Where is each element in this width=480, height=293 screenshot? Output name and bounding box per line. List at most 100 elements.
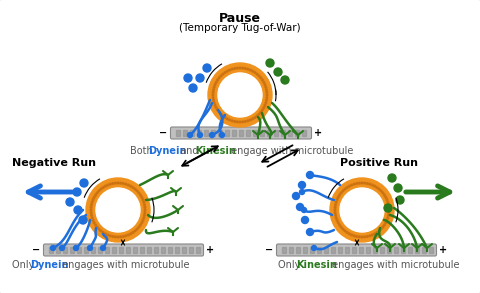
Circle shape xyxy=(351,234,353,236)
Circle shape xyxy=(264,104,266,106)
Circle shape xyxy=(242,121,243,123)
Bar xyxy=(246,130,250,136)
Circle shape xyxy=(312,246,316,251)
Circle shape xyxy=(301,217,309,224)
Circle shape xyxy=(266,97,268,98)
Circle shape xyxy=(95,224,96,226)
Circle shape xyxy=(292,193,300,200)
Circle shape xyxy=(138,226,140,228)
Circle shape xyxy=(254,72,256,74)
Circle shape xyxy=(127,234,129,236)
Circle shape xyxy=(344,188,346,190)
Bar xyxy=(387,247,391,253)
Circle shape xyxy=(348,233,350,235)
Circle shape xyxy=(369,183,371,185)
Circle shape xyxy=(132,187,134,188)
Circle shape xyxy=(378,230,380,232)
Bar xyxy=(253,130,257,136)
Circle shape xyxy=(342,228,344,230)
Circle shape xyxy=(301,207,307,212)
Bar xyxy=(218,130,222,136)
Circle shape xyxy=(93,222,95,224)
Circle shape xyxy=(107,234,108,236)
Circle shape xyxy=(214,104,216,106)
Circle shape xyxy=(340,192,342,194)
Circle shape xyxy=(386,219,388,221)
Circle shape xyxy=(339,224,340,226)
Circle shape xyxy=(340,188,384,232)
Circle shape xyxy=(143,217,145,219)
Circle shape xyxy=(90,209,92,211)
Circle shape xyxy=(213,86,215,88)
Circle shape xyxy=(369,235,371,237)
Text: engages with microtubule: engages with microtubule xyxy=(329,260,459,270)
Circle shape xyxy=(184,74,192,82)
Circle shape xyxy=(143,201,145,203)
Circle shape xyxy=(385,222,387,224)
Circle shape xyxy=(136,228,138,230)
Circle shape xyxy=(356,236,358,237)
Circle shape xyxy=(144,212,146,214)
Circle shape xyxy=(258,113,260,115)
Bar xyxy=(119,247,123,253)
Circle shape xyxy=(109,183,111,185)
Circle shape xyxy=(144,214,145,216)
Bar xyxy=(63,247,67,253)
Text: +: + xyxy=(439,245,447,255)
Circle shape xyxy=(334,207,336,208)
Circle shape xyxy=(141,196,143,198)
Circle shape xyxy=(260,111,262,113)
Circle shape xyxy=(93,196,95,198)
Circle shape xyxy=(356,183,358,184)
Circle shape xyxy=(196,74,204,82)
Circle shape xyxy=(208,63,272,127)
Bar xyxy=(296,247,300,253)
Circle shape xyxy=(102,187,104,188)
Text: engages with microtubule: engages with microtubule xyxy=(59,260,190,270)
Circle shape xyxy=(100,230,102,232)
Circle shape xyxy=(384,204,392,212)
Circle shape xyxy=(337,196,339,198)
Circle shape xyxy=(387,201,389,203)
Bar xyxy=(289,247,293,253)
Circle shape xyxy=(140,194,141,196)
Circle shape xyxy=(229,69,230,71)
Circle shape xyxy=(197,132,203,137)
Bar xyxy=(324,247,328,253)
Bar xyxy=(84,247,88,253)
Circle shape xyxy=(382,192,384,194)
Circle shape xyxy=(380,190,382,192)
Circle shape xyxy=(125,235,127,237)
Text: +: + xyxy=(314,128,322,138)
Circle shape xyxy=(336,199,338,201)
Circle shape xyxy=(234,68,236,69)
Circle shape xyxy=(209,132,215,137)
Circle shape xyxy=(263,107,264,109)
Circle shape xyxy=(374,185,376,187)
Circle shape xyxy=(384,194,385,196)
Circle shape xyxy=(307,229,313,236)
Circle shape xyxy=(222,73,224,75)
Circle shape xyxy=(214,84,216,86)
Bar xyxy=(267,130,271,136)
Bar xyxy=(429,247,433,253)
Circle shape xyxy=(265,86,267,88)
Circle shape xyxy=(252,118,253,120)
Circle shape xyxy=(260,77,262,79)
Circle shape xyxy=(342,190,344,192)
Bar xyxy=(204,130,208,136)
Circle shape xyxy=(134,230,136,232)
Circle shape xyxy=(114,182,116,184)
Circle shape xyxy=(252,70,253,72)
Circle shape xyxy=(344,230,346,232)
Text: Kinesin: Kinesin xyxy=(195,146,236,156)
Bar xyxy=(182,247,186,253)
Circle shape xyxy=(335,201,337,203)
Circle shape xyxy=(86,178,150,242)
Circle shape xyxy=(394,184,402,192)
Bar xyxy=(147,247,151,253)
Circle shape xyxy=(142,219,144,221)
Text: Kinesin: Kinesin xyxy=(296,260,337,270)
Circle shape xyxy=(376,187,378,188)
Text: +: + xyxy=(206,245,214,255)
